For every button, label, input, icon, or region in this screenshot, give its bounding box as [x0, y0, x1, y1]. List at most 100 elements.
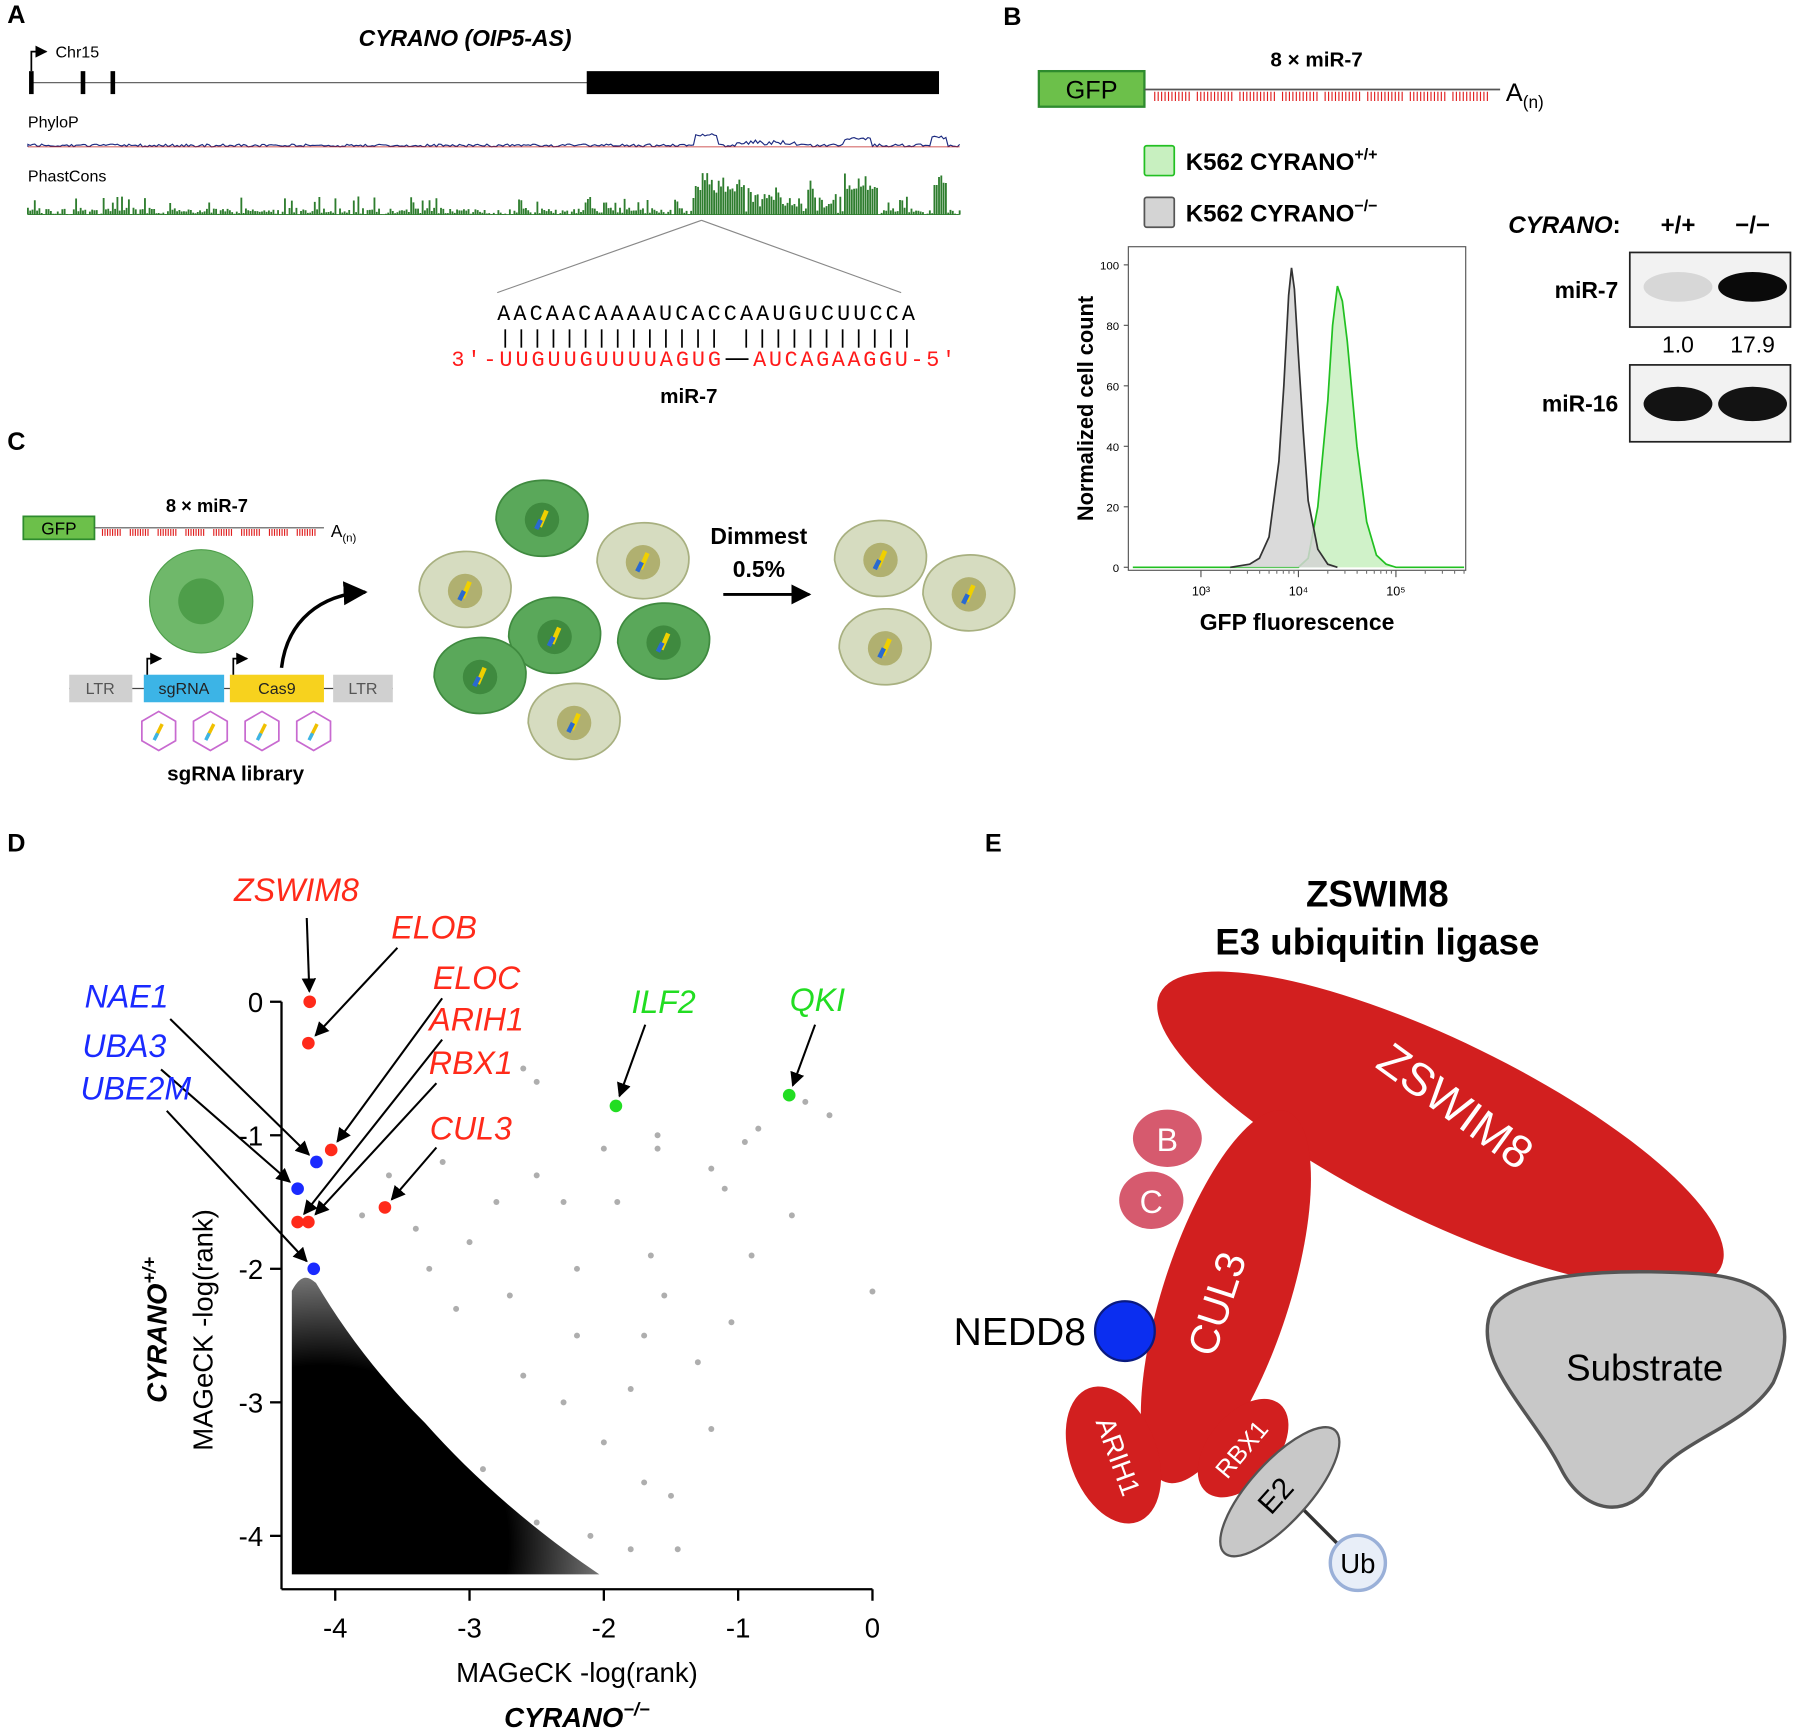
y-tick-label: 60 [1106, 381, 1119, 393]
label-arrow [314, 1082, 438, 1216]
point [741, 1138, 748, 1145]
point [303, 995, 317, 1009]
sort-label: Dimmest [710, 523, 807, 549]
point [302, 1036, 315, 1050]
gene-label: ARIH1 [427, 1001, 524, 1037]
lane-label: +/+ [1661, 212, 1696, 239]
point [520, 1372, 527, 1379]
panel-label: B [1003, 3, 1021, 31]
y-tick-label: -2 [239, 1254, 263, 1285]
polya: A(n) [1506, 79, 1544, 112]
exon [586, 71, 940, 95]
arih1-shape [1065, 1386, 1162, 1524]
legend-swatch [1143, 144, 1176, 177]
y-tick-label: -1 [239, 1121, 263, 1152]
point [302, 1215, 315, 1229]
y-tick-label: -3 [239, 1388, 263, 1419]
legend-name: K562 CYRANO [1186, 200, 1355, 227]
y-tick-label: 80 [1106, 321, 1119, 333]
point [788, 1212, 795, 1219]
x-tick-label: -4 [323, 1612, 347, 1643]
panel-a: CYRANO (OIP5-AS) Chr15 PhyloP PhastCons … [26, 25, 961, 408]
gene-label: ILF2 [631, 984, 695, 1020]
nedd8-shape [1093, 1300, 1156, 1363]
point [674, 1546, 681, 1553]
gfp-label: GFP [41, 519, 76, 539]
promoter-arrow [232, 652, 249, 675]
legend-label: K562 CYRANO−/− [1186, 197, 1378, 227]
label-arrow [314, 947, 399, 1037]
gene-label: ELOB [391, 910, 477, 946]
mirna-sequence: 3′-UUGUUGUUUUAGUG [451, 348, 721, 373]
gene-label: UBE2M [80, 1070, 191, 1106]
gene-label: QKI [790, 982, 845, 1018]
sgrna-icon [546, 635, 556, 648]
mirna-sequence: AUCAGAAGGU-5′ [753, 348, 955, 373]
dense-points-cloud [291, 1277, 600, 1575]
point [560, 1199, 567, 1206]
x-tick-label: -2 [592, 1612, 616, 1643]
point [520, 1065, 527, 1072]
point [439, 1159, 446, 1165]
sgrna-icon [566, 721, 576, 734]
tss-arrow [30, 45, 48, 72]
sgrna-icon [457, 589, 467, 602]
label-arrow [336, 997, 443, 1143]
sgrna-icon [255, 732, 263, 741]
construct-label: sgRNA [159, 680, 210, 698]
gene-title: CYRANO (OIP5-AS) [359, 25, 572, 51]
y-tick-label: 20 [1106, 502, 1119, 514]
x-tick-label: -1 [726, 1612, 750, 1643]
gene-label: UBA3 [82, 1028, 166, 1064]
point [573, 1332, 580, 1339]
y-tick-label: 40 [1106, 442, 1119, 454]
point [479, 1466, 486, 1473]
substrate-shape [1485, 1270, 1787, 1509]
point [614, 1199, 621, 1206]
point [324, 1143, 338, 1157]
polya-a: A [1506, 79, 1523, 107]
cul3-shape [1140, 1110, 1311, 1484]
component-label: B [1157, 1122, 1178, 1158]
sort-label: 0.5% [733, 556, 785, 582]
row-label: miR-7 [1555, 277, 1619, 303]
component-label: C [1140, 1184, 1163, 1220]
sgrna-icon [204, 732, 211, 741]
blot-band [1643, 271, 1713, 302]
track-label: PhastCons [28, 167, 107, 185]
zswim8-shape [1157, 971, 1724, 1289]
legend-sup: +/+ [1354, 146, 1377, 164]
panel-label: D [7, 829, 25, 857]
gfp-label: GFP [1066, 77, 1118, 105]
point [782, 1088, 796, 1102]
point [307, 1262, 321, 1276]
component-label: NEDD8 [954, 1311, 1086, 1354]
nucleus [178, 578, 225, 625]
y-axis-title: Normalized cell count [1073, 296, 1098, 521]
zoom-line [497, 219, 702, 294]
legend-swatch [1143, 196, 1176, 229]
point [802, 1098, 809, 1105]
point [627, 1385, 634, 1392]
sgrna-icon [961, 593, 970, 605]
band-quantity: 17.9 [1730, 331, 1775, 357]
loading-band [1643, 386, 1713, 422]
point [600, 1145, 607, 1152]
label-arrow [303, 1038, 443, 1216]
component-label: Ub [1340, 1548, 1375, 1579]
panel-c: GFP 8 × miR-7 A(n) LTR sgRNA Cas9 LTR sg… [22, 479, 1016, 785]
polya: A(n) [331, 521, 357, 545]
transduce-arrow [279, 581, 368, 669]
polya-sub: (n) [1523, 92, 1544, 112]
y-tick-label: 0 [1113, 563, 1119, 575]
sgrna-icon [635, 561, 644, 573]
gene-label: ZSWIM8 [233, 872, 359, 908]
panel-label: A [7, 1, 25, 29]
point [721, 1185, 728, 1192]
track-label: PhyloP [28, 113, 79, 131]
title: E3 ubiquitin ligase [1215, 922, 1539, 963]
point [533, 1078, 540, 1085]
construct-label: LTR [348, 680, 377, 698]
point [641, 1332, 648, 1339]
